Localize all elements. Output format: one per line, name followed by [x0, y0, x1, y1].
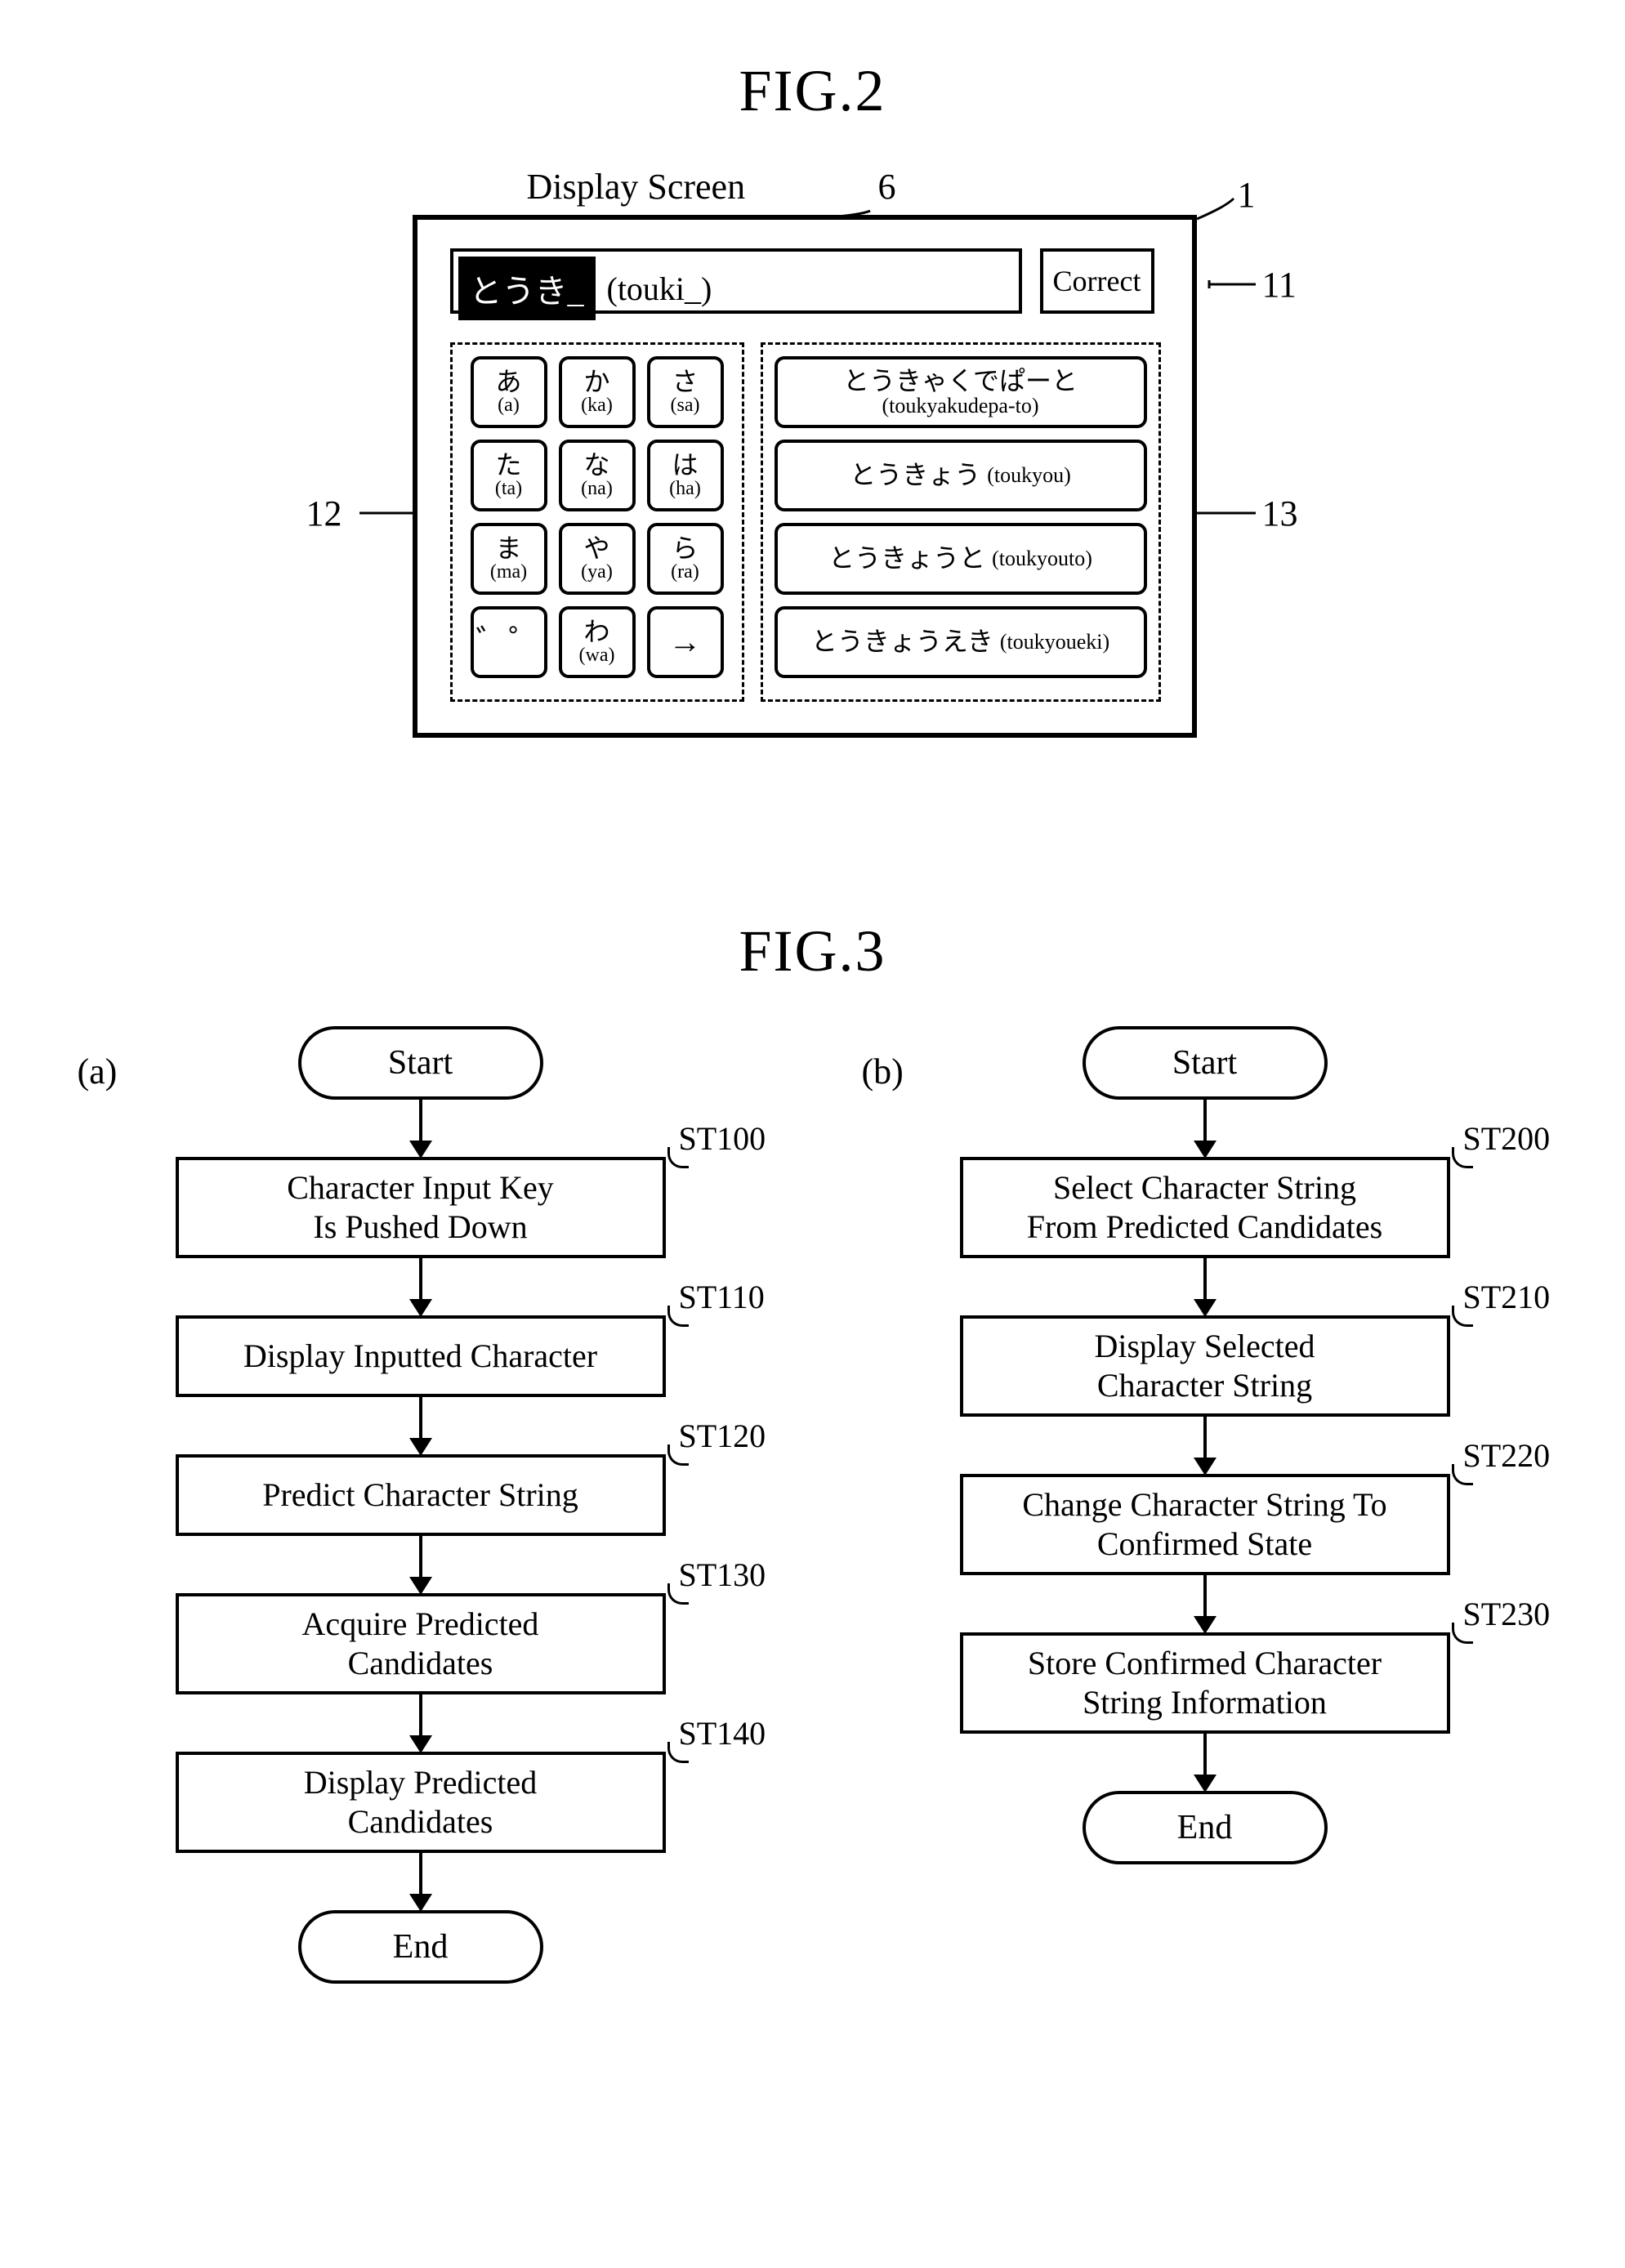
flow-arrow [1203, 1575, 1207, 1632]
flow-arrow [419, 1100, 422, 1157]
key-kana: あ [474, 368, 544, 396]
key-た[interactable]: た(ta) [471, 440, 547, 511]
flow-arrow [1203, 1258, 1207, 1315]
end-terminal: End [1083, 1791, 1328, 1864]
candidate-item[interactable]: とうきょう (toukyou) [775, 440, 1147, 511]
keypad-area: あ(a)か(ka)さ(sa)た(ta)な(na)は(ha)ま(ma)や(ya)ら… [450, 342, 744, 702]
key-roman: (ha) [650, 479, 721, 499]
fig3-container: (a) (b) StartCharacter Input KeyIs Pushe… [53, 1026, 1573, 2235]
candidate-jp: とうきょうえき [811, 628, 993, 656]
start-terminal: Start [298, 1026, 543, 1100]
key-kana: か [562, 368, 632, 396]
input-text-field[interactable]: とうき_ (touki_) [450, 248, 1022, 314]
key-ま[interactable]: ま(ma) [471, 523, 547, 595]
key-roman: (ta) [474, 479, 544, 499]
process-ST140: Display PredictedCandidatesST140 [176, 1752, 666, 1853]
candidate-jp: とうきゃくでぱーと [778, 368, 1144, 395]
key-は[interactable]: は(ha) [647, 440, 724, 511]
candidate-roman: (toukyoueki) [1000, 631, 1109, 653]
flow-arrow [419, 1258, 422, 1315]
key-kana: ら [650, 535, 721, 563]
key-kana: さ [650, 368, 721, 396]
key-あ[interactable]: あ(a) [471, 356, 547, 428]
key-kana: わ [562, 618, 632, 646]
flow-arrow [1203, 1734, 1207, 1791]
flow-arrow [1203, 1100, 1207, 1157]
fig3-title: FIG.3 [49, 917, 1576, 985]
key-roman: (na) [562, 479, 632, 499]
key-か[interactable]: か(ka) [559, 356, 636, 428]
step-label-ST210: ST210 [1463, 1278, 1551, 1317]
key-roman: (ma) [474, 562, 544, 583]
key-→[interactable]: → [647, 606, 724, 678]
candidate-item[interactable]: とうきょうと (toukyouto) [775, 523, 1147, 595]
start-terminal: Start [1083, 1026, 1328, 1100]
flow-arrow [419, 1536, 422, 1593]
step-label-ST140: ST140 [679, 1714, 766, 1753]
key-わ[interactable]: わ(wa) [559, 606, 636, 678]
candidate-area: とうきゃくでぱーと(toukyakudepa-to) とうきょう (toukyou)… [761, 342, 1161, 702]
flowchart-a: Start Character Input KeyIs Pushed DownST… [102, 1026, 739, 1984]
input-highlighted: とうき_ [458, 257, 596, 320]
flow-arrow [419, 1694, 422, 1752]
step-label-ST230: ST230 [1463, 1595, 1551, 1634]
process-ST110: Display Inputted CharacterST110 [176, 1315, 666, 1397]
display-screen: とうき_ (touki_) Correct あ(a)か(ka)さ(sa)た(ta… [413, 215, 1197, 738]
key-roman: (a) [474, 395, 544, 416]
step-label-ST200: ST200 [1463, 1119, 1551, 1159]
step-label-ST110: ST110 [679, 1278, 765, 1317]
key-roman: (sa) [650, 395, 721, 416]
candidate-roman: (toukyou) [987, 464, 1071, 486]
key-や[interactable]: や(ya) [559, 523, 636, 595]
process-ST220: Change Character String ToConfirmed Stat… [960, 1474, 1450, 1575]
key-kana: は [650, 452, 721, 480]
key-さ[interactable]: さ(sa) [647, 356, 724, 428]
step-label-ST220: ST220 [1463, 1436, 1551, 1476]
candidate-item[interactable]: とうきょうえき (toukyoueki) [775, 606, 1147, 678]
key-kana: な [562, 452, 632, 480]
key-kana: → [650, 625, 721, 659]
candidate-roman: (toukyouto) [992, 547, 1092, 569]
fig2-title: FIG.2 [49, 57, 1576, 125]
candidate-jp: とうきょうと [828, 545, 985, 573]
step-label-ST130: ST130 [679, 1556, 766, 1595]
key-な[interactable]: な(na) [559, 440, 636, 511]
candidate-jp: とうきょう [850, 462, 980, 489]
end-terminal: End [298, 1910, 543, 1984]
fig2-container: Display Screen 6 1 11 12 13 とうき_ (touki_… [241, 166, 1385, 803]
candidate-roman: (toukyakudepa-to) [778, 395, 1144, 417]
key-kana: ま [474, 535, 544, 563]
flow-arrow [419, 1397, 422, 1454]
process-ST100: Character Input KeyIs Pushed DownST100 [176, 1157, 666, 1258]
top-row: とうき_ (touki_) Correct [450, 248, 1159, 322]
flowchart-b: Start Select Character StringFrom Predict… [886, 1026, 1524, 1864]
process-ST210: Display SelectedCharacter StringST210 [960, 1315, 1450, 1417]
lower-row: あ(a)か(ka)さ(sa)た(ta)な(na)は(ha)ま(ma)や(ya)ら… [450, 342, 1159, 708]
key-kana: や [562, 535, 632, 563]
step-label-ST100: ST100 [679, 1119, 766, 1159]
key-roman: (wa) [562, 645, 632, 666]
process-ST130: Acquire PredictedCandidatesST130 [176, 1593, 666, 1694]
flow-arrow [1203, 1417, 1207, 1474]
key-roman: (ka) [562, 395, 632, 416]
process-ST200: Select Character StringFrom Predicted Ca… [960, 1157, 1450, 1258]
flow-arrow [419, 1853, 422, 1910]
input-roman: (touki_) [607, 270, 712, 308]
key-゛゜[interactable]: ゛゜ [471, 606, 547, 678]
step-label-ST120: ST120 [679, 1417, 766, 1456]
key-roman: (ra) [650, 562, 721, 583]
key-kana: た [474, 452, 544, 480]
key-kana: ゛゜ [474, 625, 544, 659]
key-roman: (ya) [562, 562, 632, 583]
process-ST230: Store Confirmed CharacterString Informat… [960, 1632, 1450, 1734]
candidate-item[interactable]: とうきゃくでぱーと(toukyakudepa-to) [775, 356, 1147, 428]
correct-button[interactable]: Correct [1040, 248, 1154, 314]
process-ST120: Predict Character StringST120 [176, 1454, 666, 1536]
key-ら[interactable]: ら(ra) [647, 523, 724, 595]
